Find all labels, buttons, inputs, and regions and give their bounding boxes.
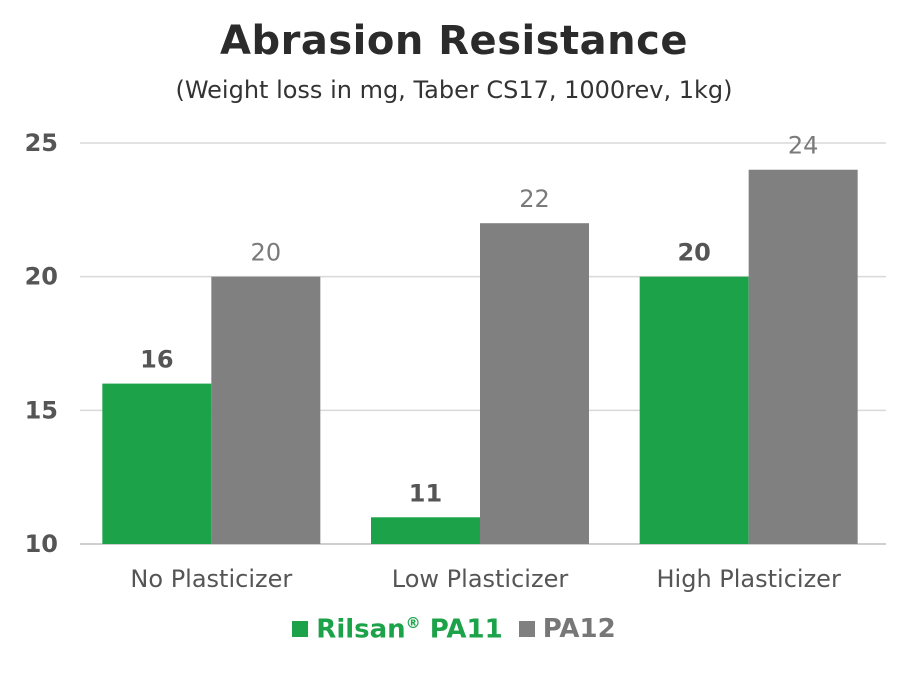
legend-item-pa12: PA12 (518, 614, 616, 645)
legend-label-pa11: Rilsan® PA11 (316, 614, 503, 645)
chart-subtitle: (Weight loss in mg, Taber CS17, 1000rev,… (175, 76, 733, 104)
y-tick-label: 15 (25, 396, 58, 424)
y-tick-label: 20 (25, 263, 58, 291)
data-label: 16 (140, 346, 173, 374)
data-label: 22 (519, 185, 550, 213)
bar (748, 169, 858, 544)
data-label: 20 (677, 239, 710, 267)
data-label: 11 (409, 479, 442, 507)
chart-title: Abrasion Resistance (220, 18, 688, 64)
bar (211, 276, 321, 544)
x-category-label: No Plasticizer (130, 565, 292, 593)
bar (480, 223, 589, 544)
data-label: 24 (788, 132, 819, 160)
legend-item-pa11: Rilsan® PA11 (292, 614, 503, 645)
y-tick-label: 25 (25, 129, 58, 157)
y-tick-label: 10 (25, 530, 58, 558)
legend-label-pa12: PA12 (542, 614, 616, 645)
bar (102, 383, 212, 544)
legend: Rilsan® PA11 PA12 (0, 614, 908, 645)
legend-swatch-pa12 (518, 621, 535, 638)
bar (639, 276, 749, 544)
bar (371, 517, 480, 544)
legend-swatch-pa11 (292, 621, 309, 638)
data-label: 20 (251, 239, 282, 267)
x-category-label: Low Plasticizer (392, 565, 569, 593)
x-category-label: High Plasticizer (657, 565, 841, 593)
